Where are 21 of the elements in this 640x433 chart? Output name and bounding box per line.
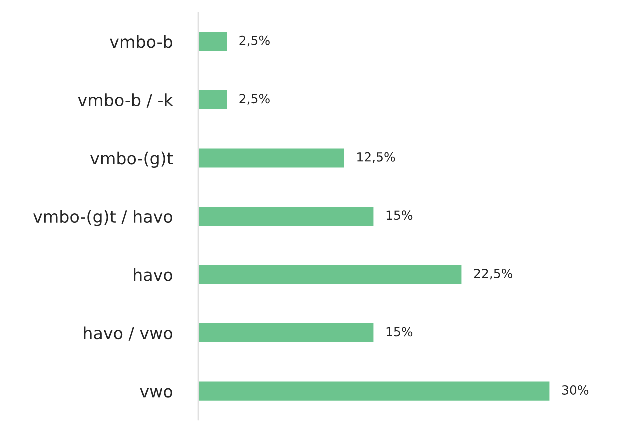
y-tick-label: havo / vwo [84,326,172,341]
data-label: 22,5% [474,268,513,280]
bar [198,264,464,286]
bar [198,89,228,111]
bar [198,322,376,344]
bar [198,206,376,228]
data-label: 12,5% [358,152,396,164]
y-tick-label: vwo [140,388,172,398]
bar [198,30,228,53]
y-tick-label: vmbo-b / -k [78,94,174,108]
data-label: 15% [386,210,413,220]
data-label: 2,5% [240,36,270,47]
data-label: 15% [386,327,413,337]
y-tick-label: vmbo-b [110,35,172,48]
y-tick-label: havo [134,268,172,282]
bar [198,380,552,402]
data-label: 2,5% [240,94,270,105]
data-label: 30% [562,385,589,395]
y-tick-label: vmbo-(g)t / havo [34,210,172,226]
y-tick-label: vmbo-(g)t [90,152,173,168]
bar [198,147,346,170]
